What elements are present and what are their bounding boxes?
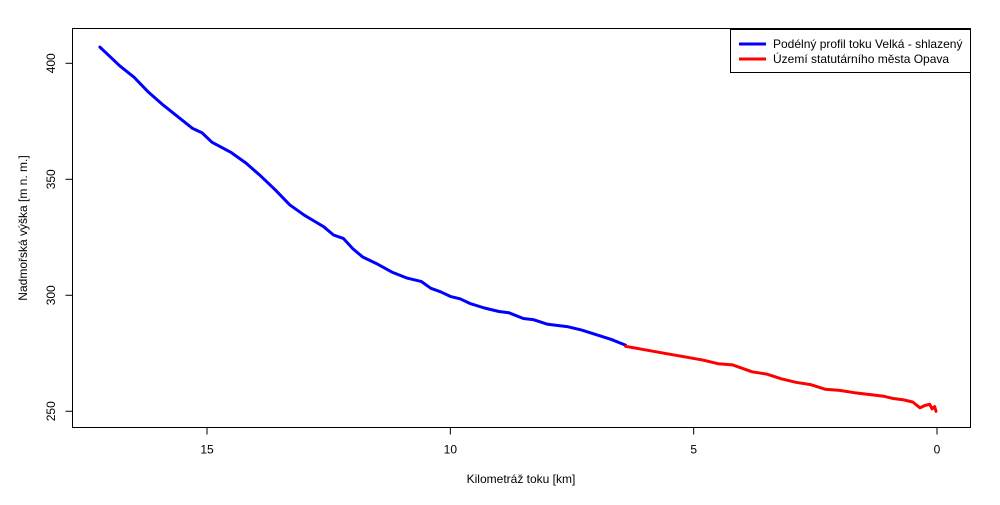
series-line-profile bbox=[98, 45, 627, 347]
x-tick-label: 15 bbox=[200, 443, 214, 457]
x-tick-label: 10 bbox=[444, 443, 458, 457]
plot-frame bbox=[72, 28, 971, 428]
legend-box bbox=[730, 29, 971, 73]
y-tick-label: 300 bbox=[44, 285, 58, 305]
x-axis: 15 10 5 0 bbox=[200, 427, 941, 457]
x-tick-label: 0 bbox=[934, 443, 941, 457]
y-tick-label: 250 bbox=[44, 401, 58, 421]
series-line-opava bbox=[624, 344, 938, 413]
y-tick-label: 350 bbox=[44, 169, 58, 189]
series-layer bbox=[98, 45, 938, 413]
legend: Podélný profil toku Velká - shlazený Úze… bbox=[730, 29, 971, 73]
y-axis: 250 300 350 400 bbox=[44, 53, 73, 421]
x-tick-label: 5 bbox=[690, 443, 697, 457]
x-axis-title: Kilometráž toku [km] bbox=[467, 472, 576, 486]
legend-label-profile: Podélný profil toku Velká - shlazený bbox=[773, 37, 962, 51]
y-axis-title: Nadmořská výška [m n. m.] bbox=[16, 155, 30, 300]
y-tick-label: 400 bbox=[44, 53, 58, 73]
legend-label-opava: Území statutárního města Opava bbox=[773, 51, 949, 66]
